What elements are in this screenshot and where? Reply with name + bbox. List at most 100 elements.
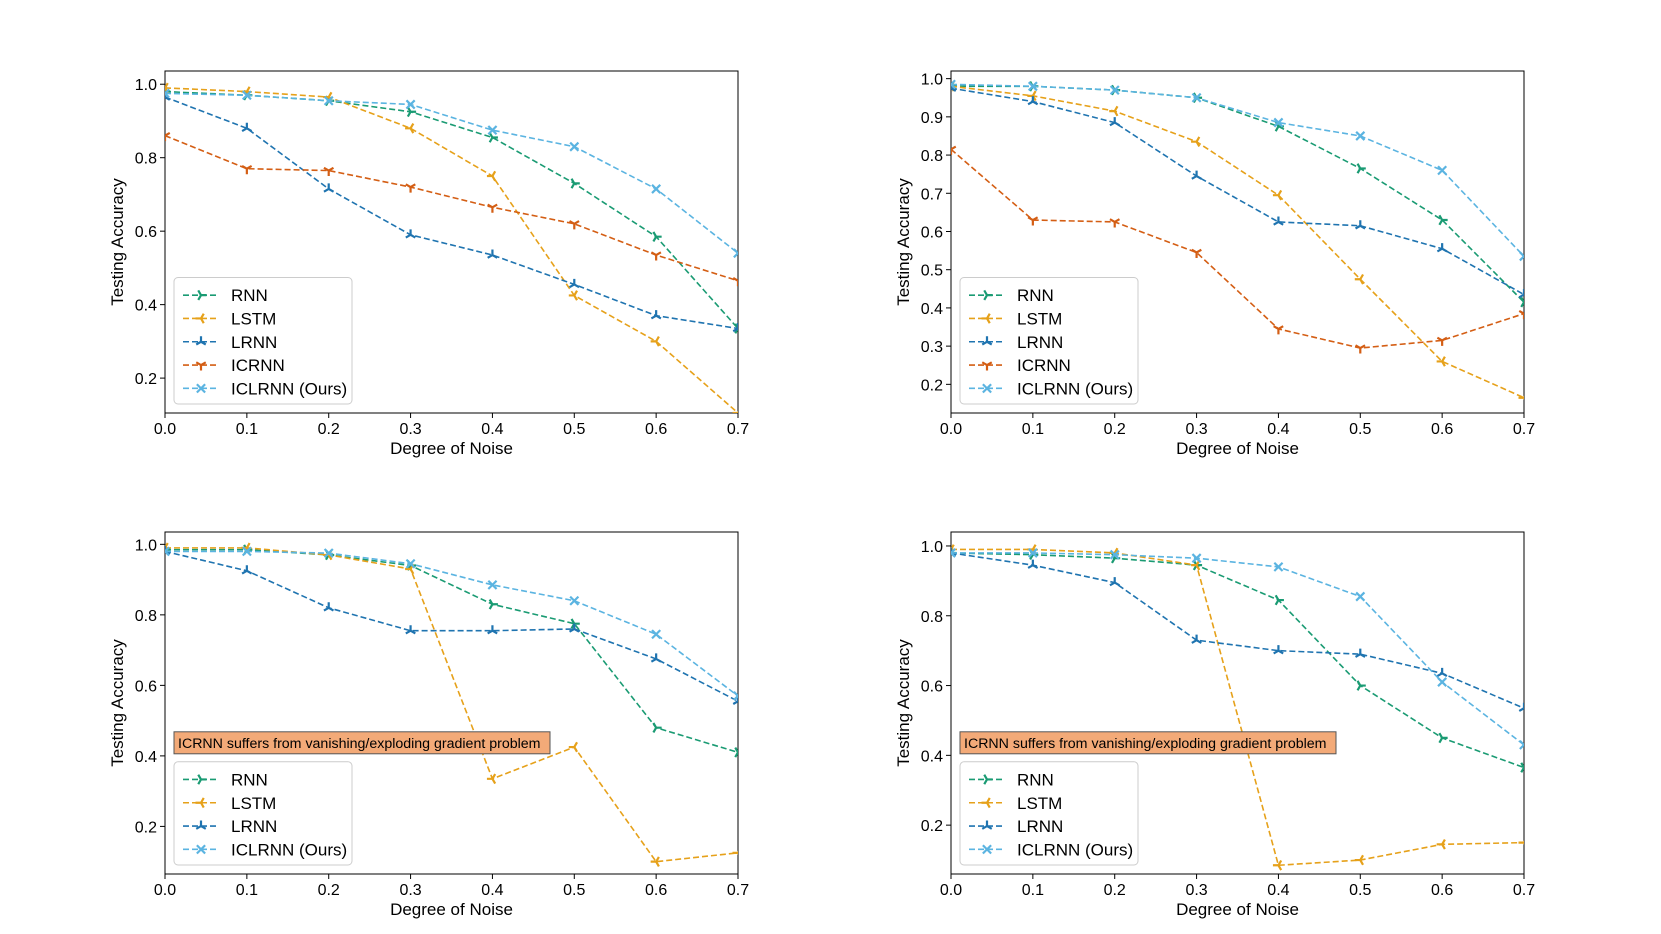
data-point-rnn xyxy=(1356,680,1366,691)
y-tick-label: 0.5 xyxy=(921,263,943,280)
legend-label: ICRNN xyxy=(1017,356,1071,375)
series-lrnn xyxy=(165,545,738,705)
data-point-iclrnn-ours xyxy=(733,248,738,259)
data-point-iclrnn-ours xyxy=(1355,131,1366,141)
y-tick-label: 1.0 xyxy=(921,539,943,556)
data-point-lrnn xyxy=(732,695,738,705)
x-tick-label: 0.7 xyxy=(727,421,749,438)
data-point-lrnn xyxy=(487,625,498,635)
series-icrnn xyxy=(951,145,1524,354)
data-point-iclrnn-ours xyxy=(323,95,334,106)
legend: RNN LSTM LRNN ICRNN ICLRNN (Ours) xyxy=(173,277,353,405)
y-axis-label: Testing Accuracy xyxy=(894,178,913,306)
data-point-lrnn xyxy=(1354,220,1366,230)
legend-label: LRNN xyxy=(231,333,277,352)
data-point-lstm xyxy=(1436,356,1446,367)
data-point-icrnn xyxy=(165,131,171,142)
legend-marker xyxy=(197,289,207,301)
data-point-lstm xyxy=(732,850,738,856)
legend-label: RNN xyxy=(1017,286,1054,305)
data-point-lrnn xyxy=(323,602,335,612)
data-point-iclrnn-ours xyxy=(1437,677,1448,687)
y-tick-label: 0.4 xyxy=(921,301,943,318)
legend-label: LSTM xyxy=(231,794,276,813)
y-tick-label: 0.2 xyxy=(921,377,943,394)
legend-label: ICRNN xyxy=(231,356,285,375)
x-tick-label: 0.5 xyxy=(563,882,585,899)
data-point-lstm xyxy=(568,741,578,753)
y-tick-label: 0.4 xyxy=(135,749,157,766)
data-point-iclrnn-ours xyxy=(1027,81,1038,92)
data-point-icrnn xyxy=(650,251,662,261)
data-point-lrnn xyxy=(241,122,253,133)
data-point-lrnn xyxy=(405,229,416,239)
y-tick-label: 0.6 xyxy=(135,678,157,695)
data-point-rnn xyxy=(1520,296,1524,308)
annotation-box: ICRNN suffers from vanishing/exploding g… xyxy=(959,731,1337,755)
data-point-icrnn xyxy=(1191,248,1202,259)
legend-label: ICLRNN (Ours) xyxy=(231,379,347,398)
data-point-icrnn xyxy=(1436,336,1448,346)
x-tick-label: 0.5 xyxy=(1349,882,1371,899)
y-tick-label: 0.8 xyxy=(921,148,943,165)
data-point-icrnn xyxy=(951,145,957,155)
legend-box xyxy=(959,761,1139,866)
series-icrnn xyxy=(165,131,738,287)
chart-panel-top-right: 0.0 0.1 0.2 0.3 0.4 0.5 0.6 0.7 0.2 0.3 0.4 0.5 0.6 0… xyxy=(894,70,1535,458)
legend-marker xyxy=(981,336,993,346)
series-iclrnn-ours xyxy=(165,546,738,701)
data-point-iclrnn-ours xyxy=(1519,739,1524,750)
series-line-lrnn xyxy=(165,550,738,702)
data-point-lrnn xyxy=(1027,96,1039,106)
annotation-text: ICRNN suffers from vanishing/exploding g… xyxy=(964,736,1326,752)
legend-marker xyxy=(981,820,993,830)
data-point-icrnn xyxy=(1109,218,1121,228)
data-point-lrnn xyxy=(487,249,498,259)
data-point-lrnn xyxy=(323,183,335,193)
legend-entry-rnn: RNN xyxy=(183,286,268,305)
series-line-iclrnn-ours xyxy=(951,83,1524,257)
data-point-lrnn xyxy=(1436,667,1448,678)
data-point-lrnn xyxy=(1518,289,1524,299)
data-point-lrnn xyxy=(568,278,580,289)
data-point-iclrnn-ours xyxy=(1109,85,1120,96)
series-lrnn xyxy=(951,82,1524,299)
x-axis-label: Degree of Noise xyxy=(390,900,513,919)
x-tick-label: 0.6 xyxy=(1431,882,1453,899)
plot-area xyxy=(951,544,1524,871)
legend-entry-iclrnn-ours: ICLRNN (Ours) xyxy=(183,840,347,859)
legend-marker xyxy=(196,383,206,394)
x-tick-label: 0.4 xyxy=(1267,421,1289,438)
legend-entry-lstm: LSTM xyxy=(183,794,276,813)
data-point-iclrnn-ours xyxy=(569,141,580,152)
y-tick-label: 1.0 xyxy=(135,537,157,554)
legend-marker xyxy=(981,797,991,809)
legend-label: RNN xyxy=(231,770,268,789)
y-tick-label: 0.8 xyxy=(921,609,943,626)
legend: RNN LSTM LRNN ICRNN ICLRNN (Ours) xyxy=(959,277,1139,405)
x-tick-label: 0.2 xyxy=(318,882,340,899)
data-point-rnn xyxy=(1520,762,1524,773)
chart-panel-bottom-left: 0.0 0.1 0.2 0.3 0.4 0.5 0.6 0.7 0.2 0.4 0.6 0.8 1.0 D… xyxy=(108,531,749,919)
data-point-lstm xyxy=(1354,273,1364,285)
data-point-lstm xyxy=(405,122,415,134)
legend: RNN LSTM LRNN ICLRNN (Ours) xyxy=(173,761,353,866)
legend: RNN LSTM LRNN ICLRNN (Ours) xyxy=(959,761,1139,866)
legend-marker xyxy=(195,361,207,371)
legend-entry-iclrnn-ours: ICLRNN (Ours) xyxy=(969,840,1133,859)
data-point-lstm xyxy=(650,856,660,867)
data-point-lrnn xyxy=(568,623,580,633)
plot-area xyxy=(951,79,1524,400)
data-point-iclrnn-ours xyxy=(733,691,738,701)
y-axis-label: Testing Accuracy xyxy=(894,639,913,767)
legend-marker xyxy=(195,797,205,809)
x-tick-label: 0.1 xyxy=(236,421,258,438)
data-point-icrnn xyxy=(568,220,580,230)
legend-entry-lrnn: LRNN xyxy=(183,817,277,836)
annotation-background xyxy=(959,731,1337,755)
x-axis-label: Degree of Noise xyxy=(1176,900,1299,919)
data-point-iclrnn-ours xyxy=(165,546,170,557)
data-point-lrnn xyxy=(732,323,738,333)
chart-panel-top-left: 0.0 0.1 0.2 0.3 0.4 0.5 0.6 0.7 0.2 0.4 0.6 0.8 1.0 D… xyxy=(108,70,749,458)
data-point-iclrnn-ours xyxy=(951,79,956,90)
